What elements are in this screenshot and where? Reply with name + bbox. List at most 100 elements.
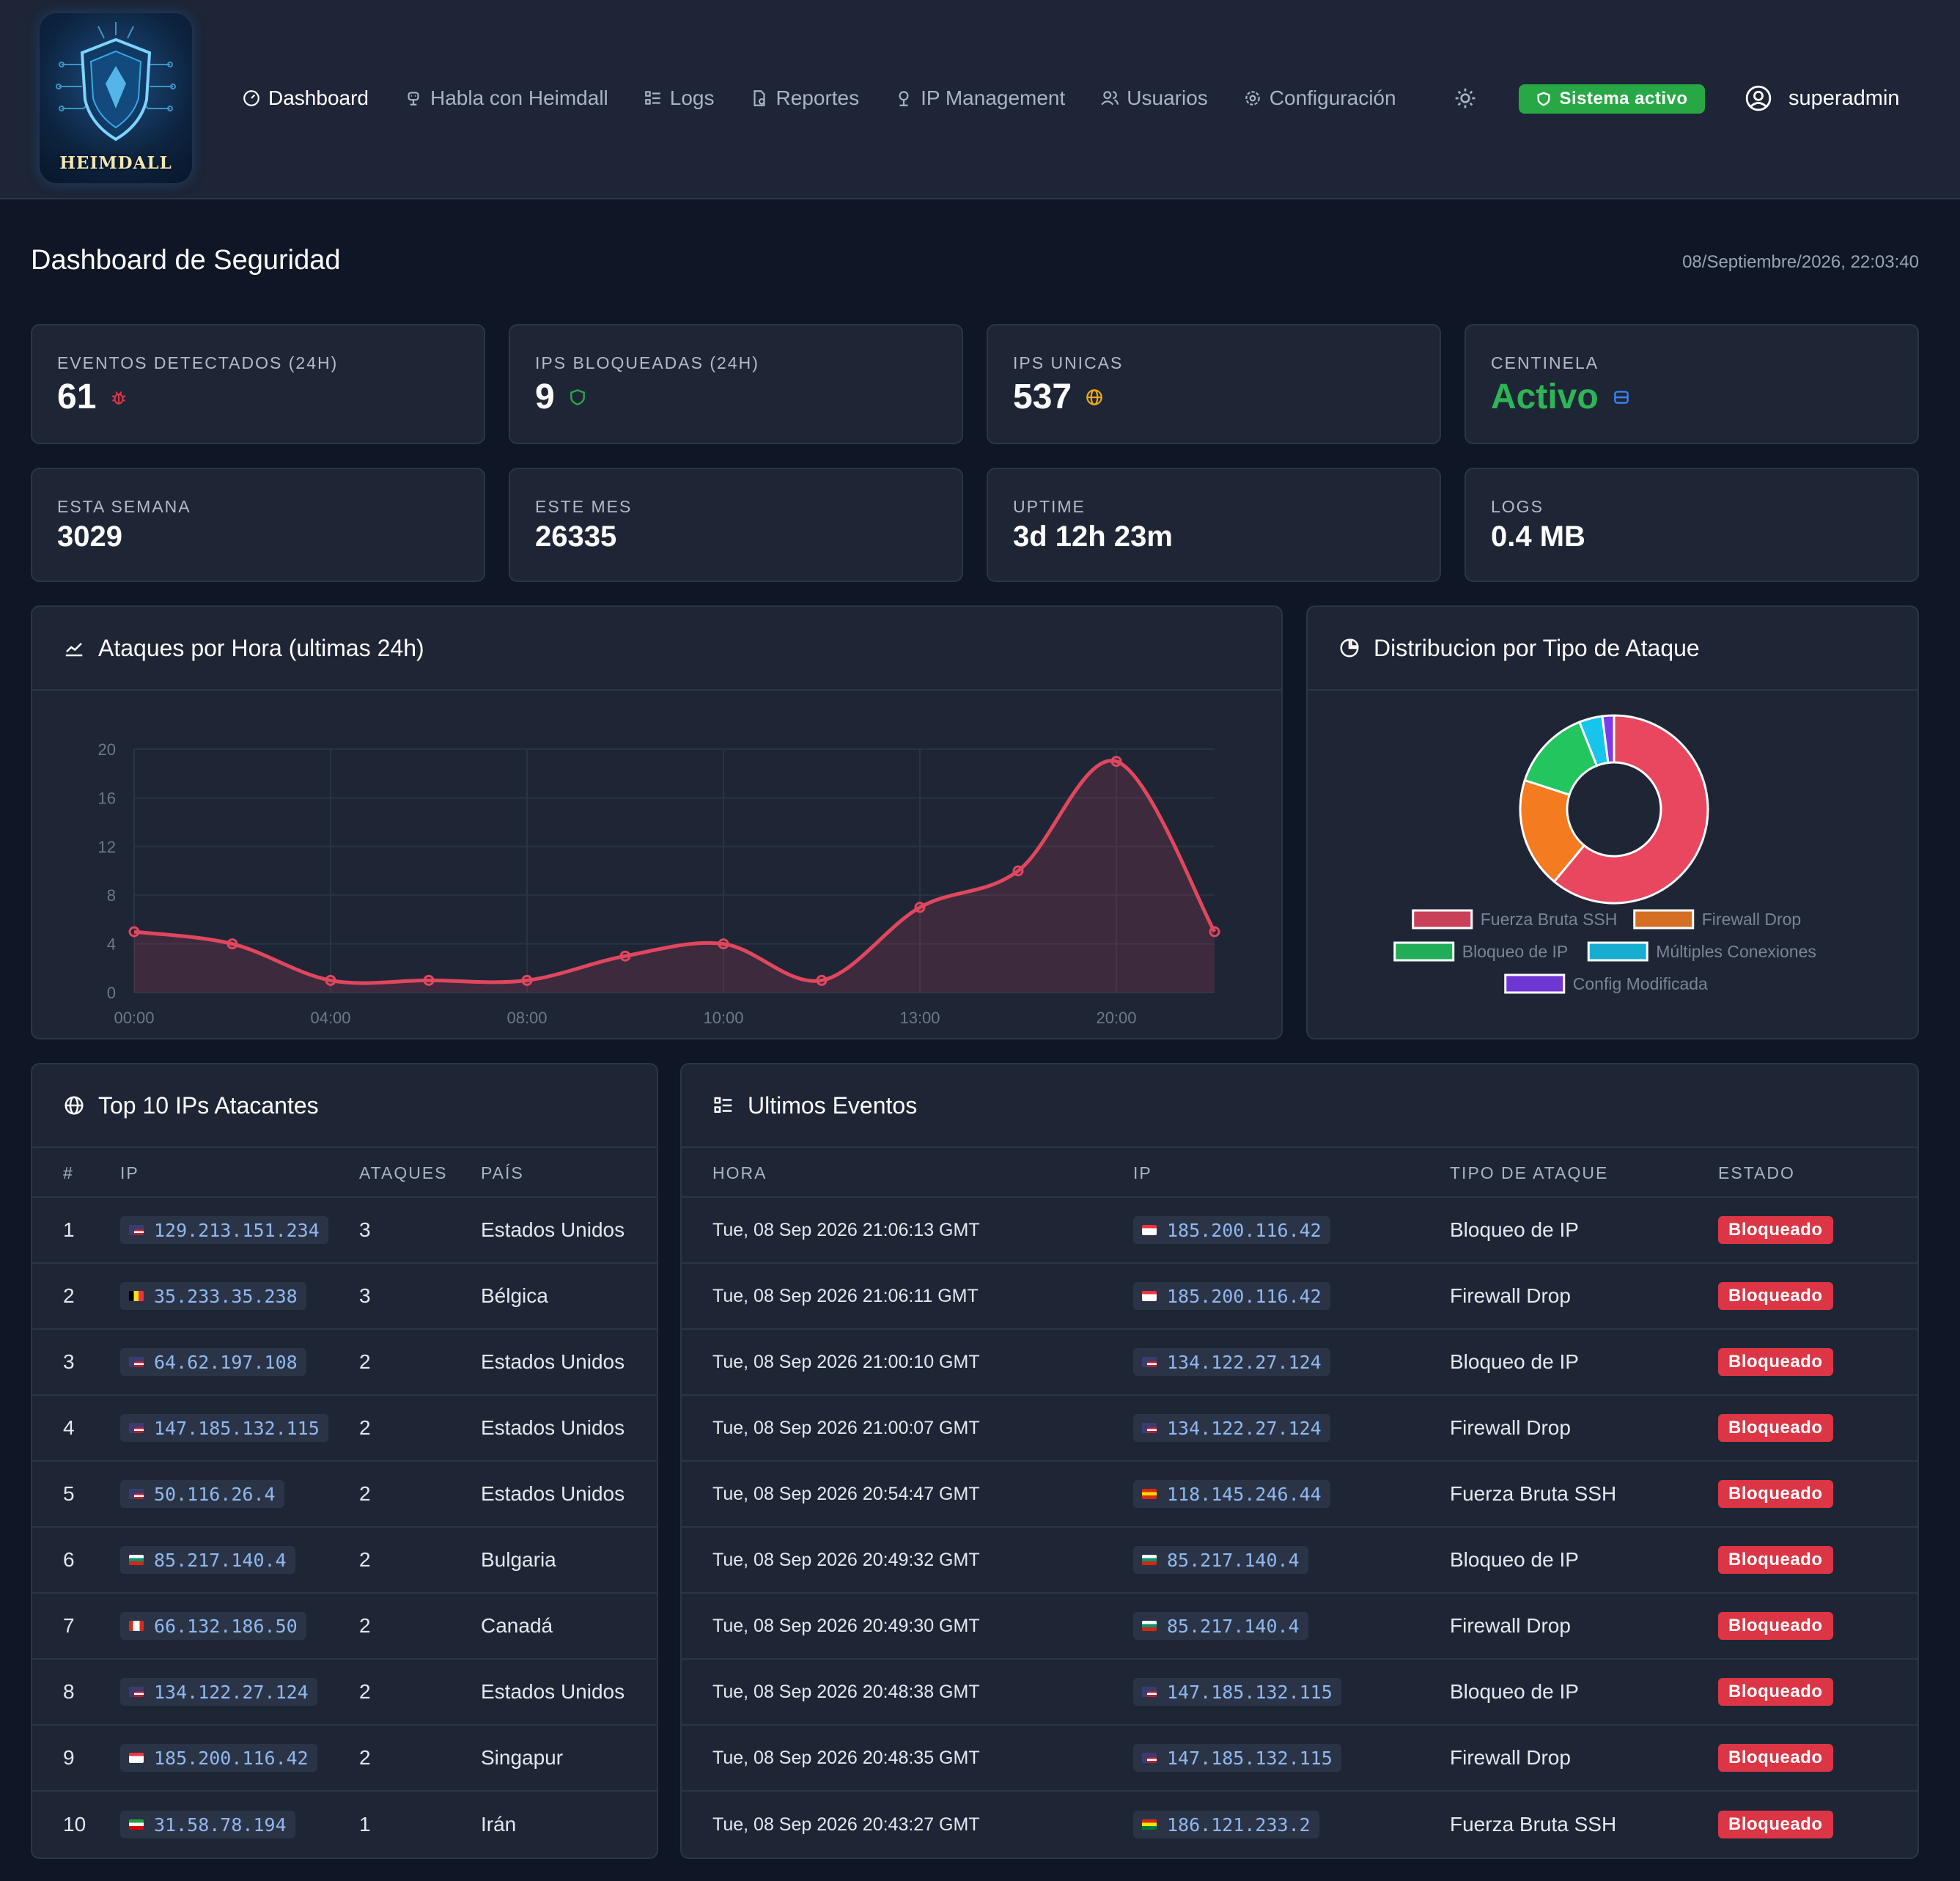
nav-ip-management[interactable]: IP Management xyxy=(894,73,1065,123)
stat-card-logs: LOGS 0.4 MB xyxy=(1465,468,1919,582)
shield-icon xyxy=(1537,92,1550,106)
status-cell: Bloqueado xyxy=(1718,1216,1833,1244)
hourly-attacks-panel: Ataques por Hora (ultimas 24h) 0 4 8 12 16 20… xyxy=(31,605,1283,1039)
ip-chip[interactable]: 31.58.78.194 xyxy=(120,1811,295,1838)
user-menu[interactable]: superadmin xyxy=(1745,73,1900,123)
stat-card-este-mes: ESTE MES 26335 xyxy=(509,468,963,582)
time-cell: Tue, 08 Sep 2026 20:43:27 GMT xyxy=(712,1814,980,1835)
nav-logs[interactable]: Logs xyxy=(644,73,715,123)
stat-number: 3029 xyxy=(57,520,122,553)
ip-chip[interactable]: 35.233.35.238 xyxy=(120,1282,306,1310)
ip-chip[interactable]: 85.217.140.4 xyxy=(1133,1546,1308,1574)
pie-slice xyxy=(1519,778,1586,883)
stat-value: Activo xyxy=(1491,377,1631,417)
stat-value: 61 xyxy=(57,377,128,417)
table-row[interactable]: Tue, 08 Sep 2026 20:54:47 GMT 118.145.24… xyxy=(682,1462,1917,1528)
table-row[interactable]: Tue, 08 Sep 2026 20:49:32 GMT 85.217.140… xyxy=(682,1528,1917,1594)
ip-chip[interactable]: 147.185.132.115 xyxy=(1133,1744,1341,1772)
attack-type-cell: Fuerza Bruta SSH xyxy=(1450,1482,1617,1505)
table-row[interactable]: Tue, 08 Sep 2026 20:48:38 GMT 147.185.13… xyxy=(682,1660,1917,1726)
attacks-cell: 2 xyxy=(359,1614,371,1637)
ip-cell: 186.121.233.2 xyxy=(1133,1811,1319,1838)
system-status-badge: Sistema activo xyxy=(1519,84,1705,114)
rank-cell: 8 xyxy=(63,1680,75,1703)
table-row[interactable]: 8 134.122.27.124 2 Estados Unidos xyxy=(32,1660,657,1726)
table-row[interactable]: 5 50.116.26.4 2 Estados Unidos xyxy=(32,1462,657,1528)
ip-chip[interactable]: 66.132.186.50 xyxy=(120,1612,306,1640)
y-tick-label: 20 xyxy=(98,740,116,759)
ip-chip[interactable]: 85.217.140.4 xyxy=(1133,1612,1308,1640)
ip-chip[interactable]: 185.200.116.42 xyxy=(1133,1282,1330,1310)
ip-chip[interactable]: 85.217.140.4 xyxy=(120,1546,295,1574)
ip-address: 185.200.116.42 xyxy=(154,1747,309,1769)
events-table: HORA IP TIPO DE ATAQUE ESTADO Tue, 08 Se… xyxy=(682,1149,1917,1858)
table-row[interactable]: 10 31.58.78.194 1 Irán xyxy=(32,1792,657,1858)
table-row[interactable]: 9 185.200.116.42 2 Singapur xyxy=(32,1726,657,1792)
ip-chip[interactable]: 147.185.132.115 xyxy=(120,1414,328,1442)
ip-chip[interactable]: 185.200.116.42 xyxy=(1133,1216,1330,1244)
y-tick-label: 12 xyxy=(98,838,116,856)
top-navbar: HEIMDALL Dashboard Habla con Heimdall Lo… xyxy=(0,0,1960,199)
table-row[interactable]: 1 129.213.151.234 3 Estados Unidos xyxy=(32,1198,657,1264)
legend-label: Config Modificada xyxy=(1573,974,1708,993)
status-cell: Bloqueado xyxy=(1718,1348,1833,1376)
status-badge: Bloqueado xyxy=(1718,1811,1833,1838)
country-cell: Bélgica xyxy=(481,1284,548,1307)
nav-habla-heimdall[interactable]: Habla con Heimdall xyxy=(404,73,608,123)
table-row[interactable]: 6 85.217.140.4 2 Bulgaria xyxy=(32,1528,657,1594)
ip-cell: 134.122.27.124 xyxy=(120,1678,317,1706)
ip-chip[interactable]: 64.62.197.108 xyxy=(120,1348,306,1376)
table-row[interactable]: Tue, 08 Sep 2026 21:06:11 GMT 185.200.11… xyxy=(682,1264,1917,1330)
table-row[interactable]: Tue, 08 Sep 2026 21:00:10 GMT 134.122.27… xyxy=(682,1330,1917,1396)
hourly-attacks-chart: 0 4 8 12 16 20 00:00 04:00 08:00 10:00 13:00 20:00 xyxy=(98,740,1220,1027)
col-header-status: ESTADO xyxy=(1718,1163,1795,1182)
y-tick-label: 16 xyxy=(98,789,116,807)
theme-toggle-button[interactable] xyxy=(1437,73,1494,123)
ip-chip[interactable]: 134.122.27.124 xyxy=(1133,1414,1330,1442)
table-row[interactable]: Tue, 08 Sep 2026 20:49:30 GMT 85.217.140… xyxy=(682,1594,1917,1660)
ip-address: 186.121.233.2 xyxy=(1167,1814,1311,1836)
nav-configuracion[interactable]: Configuración xyxy=(1243,73,1396,123)
status-cell: Bloqueado xyxy=(1718,1282,1833,1310)
panel-header: Top 10 IPs Atacantes xyxy=(32,1064,657,1148)
ip-chip[interactable]: 129.213.151.234 xyxy=(120,1216,328,1244)
ip-chip[interactable]: 147.185.132.115 xyxy=(1133,1678,1341,1706)
top-ips-panel: Top 10 IPs Atacantes # IP ATAQUES PAÍS 1… xyxy=(31,1063,658,1859)
flag-icon xyxy=(129,1753,144,1763)
table-row[interactable]: 7 66.132.186.50 2 Canadá xyxy=(32,1594,657,1660)
nav-usuarios[interactable]: Usuarios xyxy=(1100,73,1208,123)
ip-chip[interactable]: 186.121.233.2 xyxy=(1133,1811,1319,1838)
flag-icon xyxy=(1142,1555,1157,1565)
nav-reportes[interactable]: Reportes xyxy=(750,73,859,123)
ip-address: 129.213.151.234 xyxy=(154,1219,320,1241)
ip-cell: 64.62.197.108 xyxy=(120,1348,306,1376)
nav-logs-label: Logs xyxy=(669,86,715,109)
table-row[interactable]: Tue, 08 Sep 2026 20:48:35 GMT 147.185.13… xyxy=(682,1726,1917,1792)
ip-chip[interactable]: 134.122.27.124 xyxy=(1133,1348,1330,1376)
nav-links: Dashboard Habla con Heimdall Logs Report… xyxy=(242,73,1432,123)
ip-chip[interactable]: 50.116.26.4 xyxy=(120,1480,284,1508)
ip-chip[interactable]: 118.145.246.44 xyxy=(1133,1480,1330,1508)
flag-icon xyxy=(129,1291,144,1301)
country-cell: Estados Unidos xyxy=(481,1416,625,1439)
series-area xyxy=(134,760,1215,993)
ip-chip[interactable]: 134.122.27.124 xyxy=(120,1678,317,1706)
nav-dashboard[interactable]: Dashboard xyxy=(242,73,369,123)
ip-address: 134.122.27.124 xyxy=(1167,1417,1322,1439)
table-row[interactable]: 4 147.185.132.115 2 Estados Unidos xyxy=(32,1396,657,1462)
table-row[interactable]: 3 64.62.197.108 2 Estados Unidos xyxy=(32,1330,657,1396)
attack-type-cell: Bloqueo de IP xyxy=(1450,1218,1579,1241)
table-row[interactable]: Tue, 08 Sep 2026 20:43:27 GMT 186.121.23… xyxy=(682,1792,1917,1858)
pie-slice xyxy=(1552,714,1709,905)
logo-text: HEIMDALL xyxy=(59,153,172,173)
attack-type-cell: Bloqueo de IP xyxy=(1450,1680,1579,1703)
ip-chip[interactable]: 185.200.116.42 xyxy=(120,1744,317,1772)
table-row[interactable]: Tue, 08 Sep 2026 21:00:07 GMT 134.122.27… xyxy=(682,1396,1917,1462)
table-row[interactable]: Tue, 08 Sep 2026 21:06:13 GMT 185.200.11… xyxy=(682,1198,1917,1264)
col-header-type: TIPO DE ATAQUE xyxy=(1450,1163,1609,1182)
status-badge: Bloqueado xyxy=(1718,1216,1833,1244)
table-row[interactable]: 2 35.233.35.238 3 Bélgica xyxy=(32,1264,657,1330)
heimdall-logo[interactable]: HEIMDALL xyxy=(40,13,192,183)
ip-address: 64.62.197.108 xyxy=(154,1351,298,1373)
country-cell: Irán xyxy=(481,1813,517,1836)
